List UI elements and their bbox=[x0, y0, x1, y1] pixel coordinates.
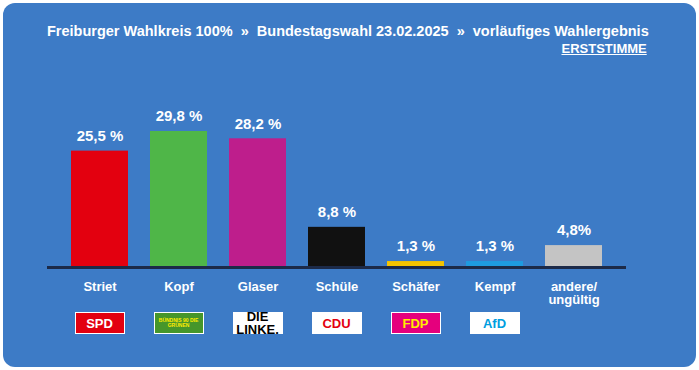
svg-text:Kopf: Kopf bbox=[164, 279, 194, 294]
svg-text:4,8%: 4,8% bbox=[557, 221, 591, 238]
svg-text:Striet: Striet bbox=[83, 279, 117, 294]
svg-text:29,8 %: 29,8 % bbox=[156, 107, 203, 124]
svg-text:28,2 %: 28,2 % bbox=[235, 115, 282, 132]
html-text:BÜNDNIS 90 DIE GRÜNEN: BÜNDNIS 90 DIE GRÜNEN bbox=[158, 316, 199, 328]
svg-text:Kempf: Kempf bbox=[475, 279, 516, 294]
svg-text:1,3 %: 1,3 % bbox=[476, 237, 514, 254]
svg-text:Glaser: Glaser bbox=[238, 279, 278, 294]
html-text:DIE LINKE.: DIE LINKE. bbox=[236, 309, 279, 337]
svg-text:8,8 %: 8,8 % bbox=[318, 203, 356, 220]
html-text:ERSTSTIMME: ERSTSTIMME bbox=[561, 41, 647, 56]
html-text:Freiburger Wahlkreis 100% » Bu: Freiburger Wahlkreis 100% » Bundestagswa… bbox=[47, 23, 649, 39]
html-text:SPD: SPD bbox=[86, 315, 113, 331]
html-text:FDP: FDP bbox=[402, 315, 429, 331]
svg-text:Schüle: Schüle bbox=[316, 279, 359, 294]
html-text:CDU: CDU bbox=[322, 315, 351, 331]
svg-text:1,3 %: 1,3 % bbox=[397, 237, 435, 254]
svg-text:25,5 %: 25,5 % bbox=[77, 127, 124, 144]
html-text:AfD: AfD bbox=[482, 315, 506, 331]
svg-text:andere/ungültig: andere/ungültig bbox=[548, 279, 599, 307]
svg-text:Schäfer: Schäfer bbox=[392, 279, 440, 294]
